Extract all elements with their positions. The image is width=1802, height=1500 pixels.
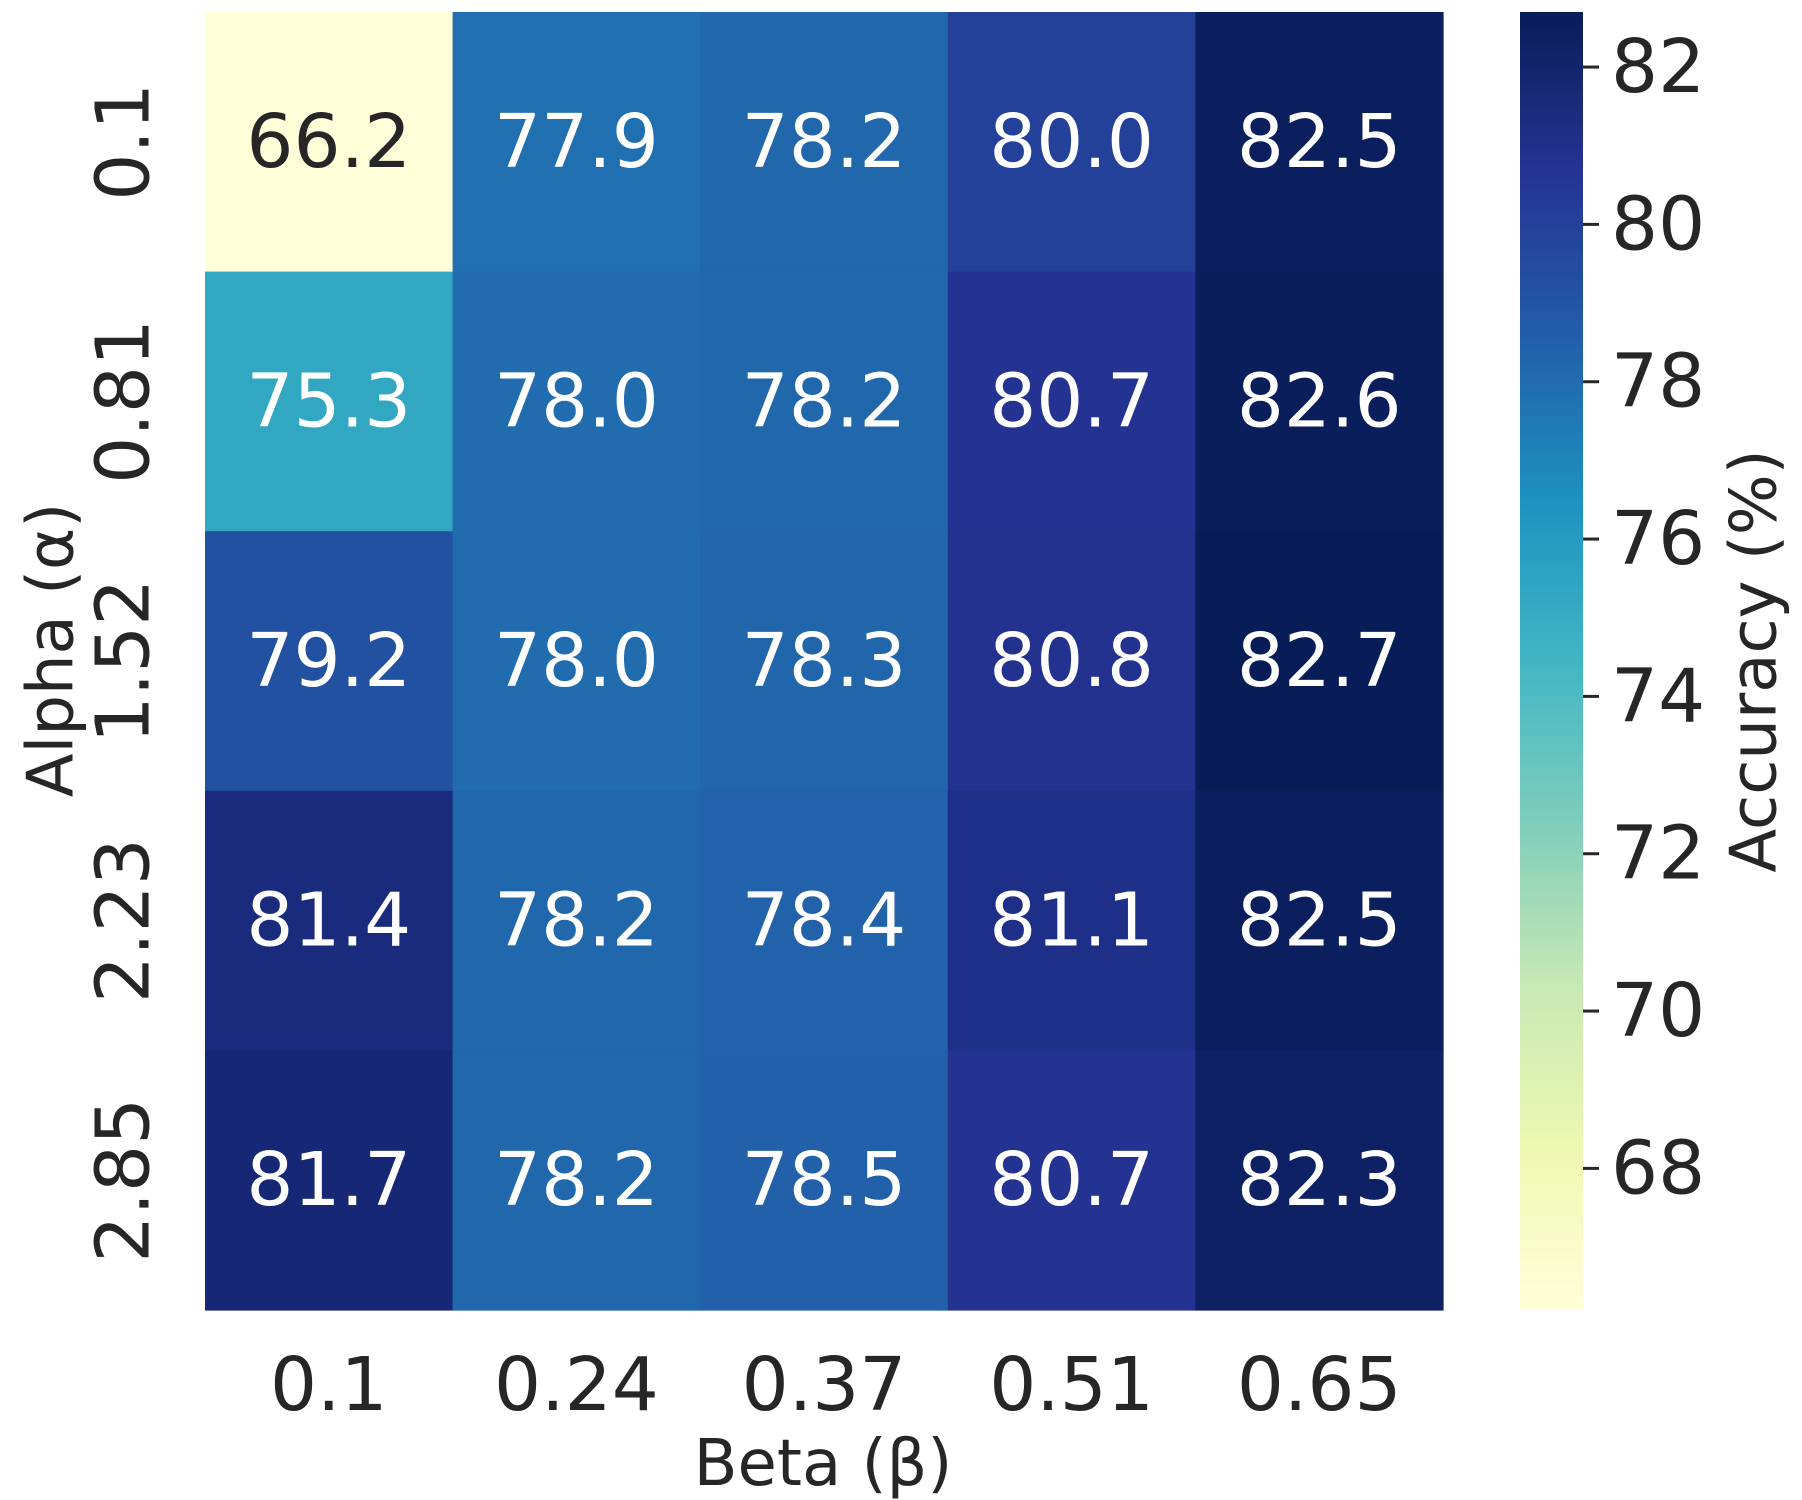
heatmap-cell	[452, 790, 701, 1051]
cell-value-label: 79.2	[246, 618, 411, 704]
heatmap-cell	[205, 271, 454, 532]
cell-value-label: 82.3	[1237, 1137, 1402, 1223]
cell-value-label: 81.1	[989, 878, 1154, 964]
heatmap-cell	[947, 12, 1196, 273]
colorbar-tick-label: 78	[1611, 339, 1705, 425]
colorbar	[1520, 12, 1583, 1310]
x-tick-label: 0.1	[270, 1342, 388, 1428]
cell-value-label: 82.5	[1237, 878, 1402, 964]
y-tick-label: 0.81	[81, 319, 167, 484]
x-axis-title: Beta (β)	[694, 1427, 953, 1500]
heatmap-cell	[700, 1050, 949, 1311]
colorbar-ticks: 68 70 72 74 76 78 80 82	[1583, 24, 1705, 1211]
cell-value-label: 75.3	[246, 358, 411, 444]
heatmap-cell	[1195, 790, 1444, 1051]
y-tick-label: 2.23	[81, 838, 167, 1003]
heatmap-cell	[452, 12, 701, 273]
cell-value-label: 78.3	[742, 618, 907, 704]
heatmap-cell	[452, 271, 701, 532]
cell-value-label: 80.7	[989, 1137, 1154, 1223]
heatmap-cell	[205, 1050, 454, 1311]
cell-value-label: 78.0	[494, 618, 659, 704]
colorbar-tick-label: 70	[1611, 968, 1705, 1054]
cell-value-label: 77.9	[494, 99, 659, 185]
heatmap-grid: 66.2 77.9 78.2 80.0 82.5 75.3 78.0 78.2 80.7 82.6…	[205, 12, 1444, 1311]
cell-value-label: 78.4	[742, 878, 907, 964]
heatmap-cell	[205, 531, 454, 792]
x-tick-label: 0.65	[1237, 1342, 1402, 1428]
heatmap-cell	[947, 1050, 1196, 1311]
cell-value-label: 81.4	[246, 878, 411, 964]
x-tick-label: 0.24	[494, 1342, 659, 1428]
cell-value-label: 80.0	[989, 99, 1154, 185]
heatmap-cell	[700, 271, 949, 532]
y-axis-ticks: 0.1 0.81 1.52 2.23 2.85	[81, 83, 167, 1263]
colorbar-tick-label: 80	[1611, 181, 1705, 267]
cell-value-label: 82.5	[1237, 99, 1402, 185]
cell-value-label: 80.8	[989, 618, 1154, 704]
colorbar-tick-label: 74	[1611, 653, 1705, 739]
cell-value-label: 80.7	[989, 358, 1154, 444]
heatmap-cell	[205, 790, 454, 1051]
colorbar-tick-label: 72	[1611, 811, 1705, 897]
cell-value-label: 66.2	[246, 99, 411, 185]
heatmap-cell	[205, 12, 454, 273]
heatmap-cell	[1195, 271, 1444, 532]
heatmap-cell	[700, 531, 949, 792]
heatmap-cell	[1195, 531, 1444, 792]
cell-value-label: 78.0	[494, 358, 659, 444]
y-tick-label: 1.52	[81, 579, 167, 744]
x-tick-label: 0.37	[742, 1342, 907, 1428]
x-tick-label: 0.51	[989, 1342, 1154, 1428]
x-axis-ticks: 0.1 0.24 0.37 0.51 0.65	[270, 1342, 1402, 1428]
heatmap-cell	[947, 531, 1196, 792]
heatmap-cell	[947, 790, 1196, 1051]
colorbar-tick-label: 76	[1611, 496, 1705, 582]
cell-value-label: 78.2	[494, 878, 659, 964]
cell-value-label: 78.2	[742, 99, 907, 185]
heatmap-cell	[947, 271, 1196, 532]
colorbar-title: Accuracy (%)	[1718, 449, 1792, 872]
heatmap-cell	[700, 790, 949, 1051]
cell-value-label: 78.5	[742, 1137, 907, 1223]
heatmap-cell	[452, 1050, 701, 1311]
cell-value-label: 82.7	[1237, 618, 1402, 704]
cell-value-label: 82.6	[1237, 358, 1402, 444]
y-axis-title: Alpha (α)	[15, 503, 89, 797]
y-tick-label: 2.85	[81, 1098, 167, 1263]
heatmap-cell	[1195, 1050, 1444, 1311]
colorbar-tick-label: 82	[1611, 24, 1705, 110]
colorbar-tick-label: 68	[1611, 1125, 1705, 1211]
cell-value-label: 78.2	[494, 1137, 659, 1223]
heatmap-cell	[452, 531, 701, 792]
heatmap-cell	[1195, 12, 1444, 273]
heatmap-cell	[700, 12, 949, 273]
cell-value-label: 81.7	[246, 1137, 411, 1223]
cell-value-label: 78.2	[742, 358, 907, 444]
y-tick-label: 0.1	[81, 83, 167, 201]
